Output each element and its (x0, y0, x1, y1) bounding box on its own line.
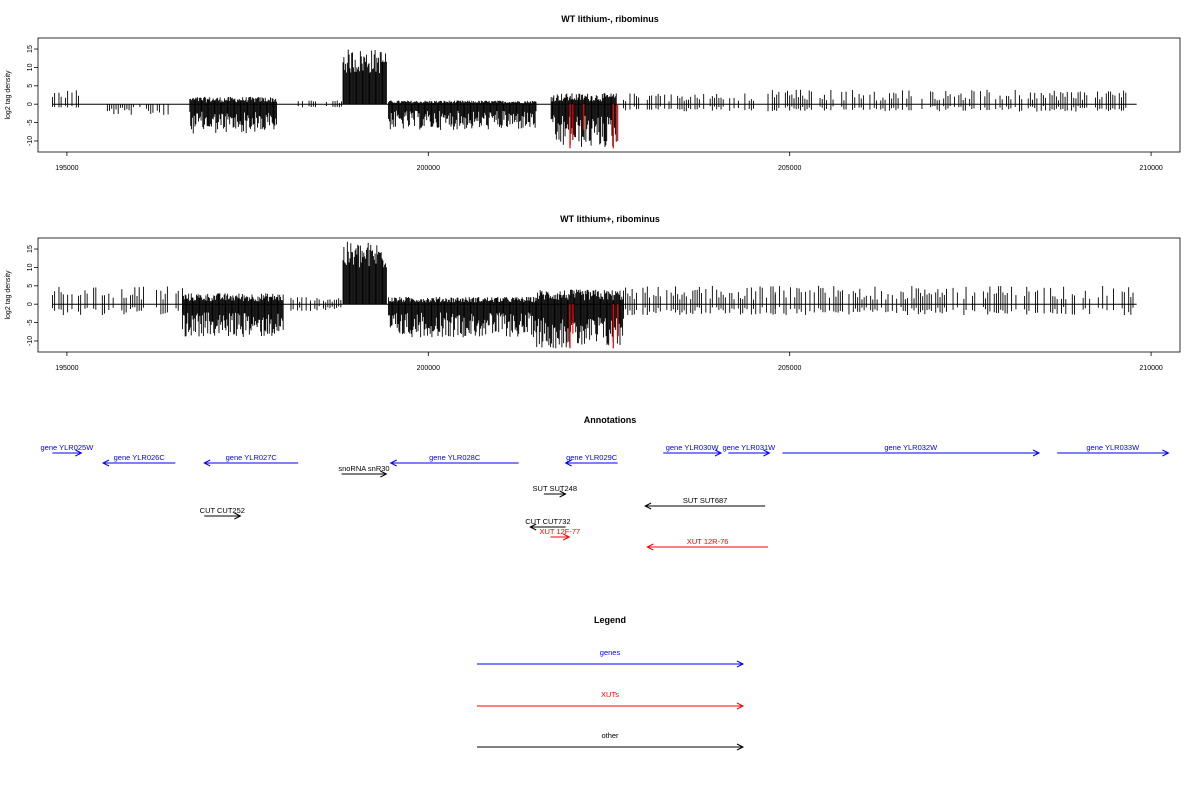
x-tick-label: 205000 (778, 365, 801, 372)
legend-label: XUTs (601, 690, 619, 699)
y-tick-label: -5 (27, 319, 34, 325)
annotation-label: gene YLR029C (566, 453, 618, 462)
arrowhead (75, 449, 83, 457)
annotation-feature: gene YLR032W (782, 443, 1041, 457)
annotations-panel: Annotations gene YLR025W gene YLR026C gene… (40, 415, 1170, 551)
x-tick-label: 210000 (1139, 165, 1162, 172)
x-tick-label: 195000 (55, 365, 78, 372)
annotation-feature: snoRNA snR30 (338, 464, 390, 478)
arrowhead (101, 459, 110, 467)
annotation-label: gene YLR025W (40, 443, 94, 452)
arrowhead (646, 543, 654, 551)
annotation-label: XUT 12R-76 (687, 537, 729, 546)
legend-title: Legend (594, 615, 626, 625)
arrowhead (714, 449, 723, 457)
annotation-feature: XUT 12R-76 (646, 537, 769, 551)
arrowhead (736, 743, 745, 751)
arrowhead (234, 512, 242, 520)
y-tick-label: 0 (27, 302, 34, 306)
x-tick-label: 200000 (417, 365, 440, 372)
annotation-label: gene YLR030W (666, 443, 720, 452)
coverage-bars (52, 49, 1127, 149)
arrowhead (389, 459, 397, 467)
panel-title: WT lithium+, ribominus (560, 214, 660, 224)
annotation-label: snoRNA snR30 (338, 464, 389, 473)
plot-frame (37, 237, 1181, 353)
annotation-label: XUT 12F-77 (539, 527, 580, 536)
arrowhead (563, 533, 571, 541)
arrowhead (559, 490, 567, 498)
panel-title: WT lithium-, ribominus (561, 14, 659, 24)
y-tick-label: -10 (27, 136, 34, 146)
annotation-feature: gene YLR030W (663, 443, 723, 457)
y-tick-label: 15 (27, 245, 34, 253)
annotation-feature: CUT CUT252 (200, 506, 245, 520)
annotation-feature: gene YLR025W (40, 443, 94, 457)
arrowhead (203, 459, 211, 467)
arrowhead (644, 502, 652, 510)
annotation-label: gene YLR026C (114, 453, 166, 462)
annotation-feature: CUT CUT732 (525, 517, 571, 531)
annotation-label: gene YLR031W (722, 443, 776, 452)
annotation-feature: SUT SUT687 (644, 496, 766, 510)
arrowhead (763, 449, 771, 457)
annotation-feature: XUT 12F-77 (539, 527, 580, 541)
annotation-label: SUT SUT248 (533, 484, 577, 493)
annotation-label: gene YLR033W (1086, 443, 1140, 452)
y-tick-label: 15 (27, 45, 34, 53)
y-axis-label: log2 tag density (5, 270, 12, 320)
arrowhead (736, 660, 745, 668)
annotation-label: CUT CUT252 (200, 506, 245, 515)
annotation-feature: SUT SUT248 (533, 484, 577, 498)
annotation-feature: gene YLR033W (1057, 443, 1170, 457)
annotation-label: gene YLR028C (429, 453, 481, 462)
legend-label: other (601, 731, 619, 740)
y-tick-label: -5 (27, 119, 34, 125)
annotation-label: CUT CUT732 (525, 517, 570, 526)
track-panel-lithium-plus: WT lithium+, ribominus log2 tag density 15… (5, 214, 1181, 372)
arrowhead (1032, 449, 1041, 457)
y-tick-label: -10 (27, 336, 34, 346)
arrowhead (564, 459, 572, 467)
annotation-feature: gene YLR029C (564, 453, 618, 467)
x-tick-label: 200000 (417, 165, 440, 172)
legend-item: other (477, 731, 745, 751)
coverage-bars (52, 241, 1134, 349)
y-tick-label: 10 (27, 263, 34, 271)
legend-item: XUTs (477, 690, 745, 710)
legend-label: genes (600, 648, 621, 657)
arrowhead (529, 523, 537, 531)
legend-panel: Legend genes XUTs other (477, 615, 745, 751)
annotations-title: Annotations (584, 415, 637, 425)
x-tick-label: 205000 (778, 165, 801, 172)
arrowhead (380, 470, 388, 478)
x-tick-label: 210000 (1139, 365, 1162, 372)
y-axis-label: log2 tag density (5, 70, 12, 120)
annotation-label: gene YLR032W (884, 443, 938, 452)
annotation-feature: gene YLR026C (101, 453, 176, 467)
annotation-label: SUT SUT687 (683, 496, 727, 505)
plot-frame (37, 37, 1181, 153)
y-tick-label: 5 (27, 284, 34, 288)
arrowhead (736, 702, 745, 710)
y-tick-label: 5 (27, 84, 34, 88)
annotation-feature: gene YLR027C (203, 453, 299, 467)
annotation-feature: gene YLR028C (389, 453, 519, 467)
x-tick-label: 195000 (55, 165, 78, 172)
legend-item: genes (477, 648, 745, 668)
y-tick-label: 10 (27, 63, 34, 71)
annotation-label: gene YLR027C (226, 453, 278, 462)
track-panel-lithium-minus: WT lithium-, ribominus log2 tag density 15… (5, 14, 1181, 172)
arrowhead (1162, 449, 1170, 457)
y-tick-label: 0 (27, 102, 34, 106)
annotation-feature: gene YLR031W (722, 443, 776, 457)
